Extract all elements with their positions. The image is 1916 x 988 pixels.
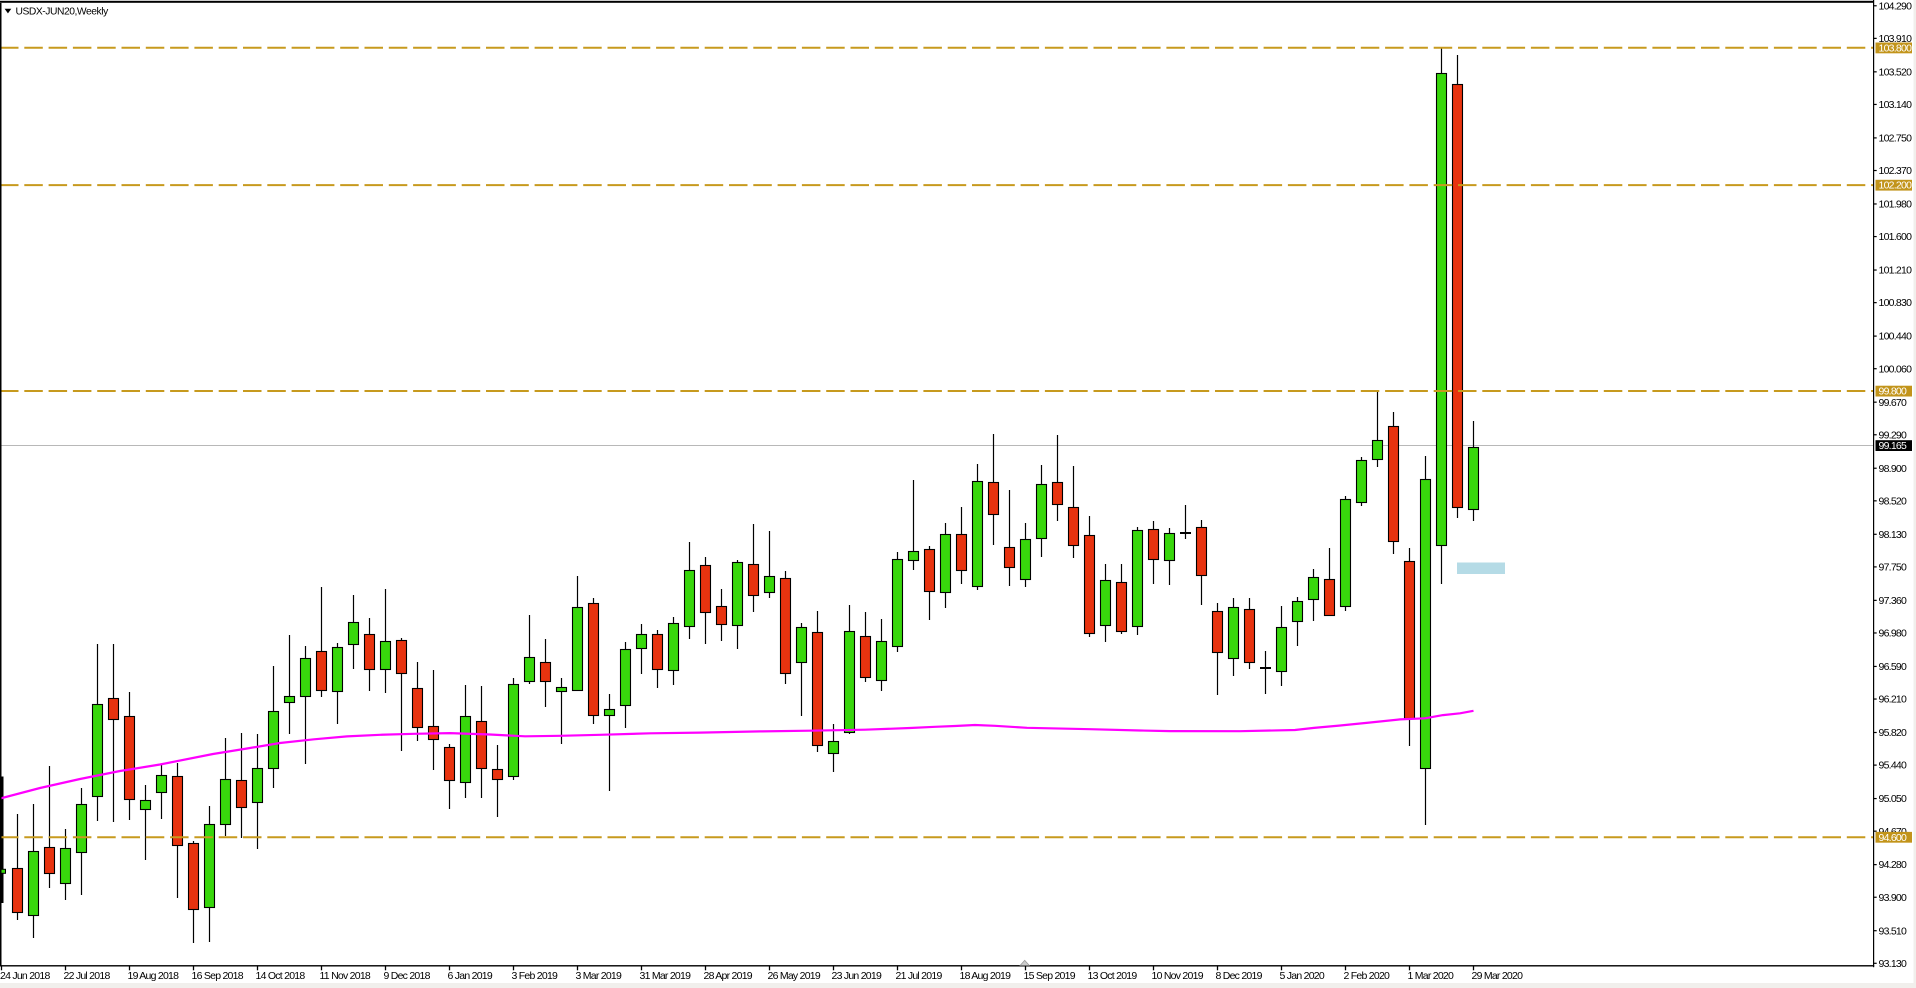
svg-text:104.290: 104.290 [1879,0,1913,12]
svg-text:95.050: 95.050 [1879,793,1908,805]
svg-text:102.750: 102.750 [1879,133,1913,145]
svg-text:99.290: 99.290 [1879,429,1908,441]
svg-text:97.360: 97.360 [1879,595,1908,607]
svg-text:93.130: 93.130 [1879,958,1908,970]
svg-text:5 Jan 2020: 5 Jan 2020 [1280,970,1325,982]
svg-text:31 Mar 2019: 31 Mar 2019 [640,970,692,982]
svg-text:1 Mar 2020: 1 Mar 2020 [1408,970,1455,982]
svg-text:99.670: 99.670 [1879,397,1908,409]
svg-text:19 Aug 2018: 19 Aug 2018 [128,970,180,982]
svg-text:94.600: 94.600 [1879,832,1908,844]
svg-text:101.600: 101.600 [1879,231,1913,243]
svg-text:3 Feb 2019: 3 Feb 2019 [512,970,559,982]
svg-text:102.200: 102.200 [1879,180,1913,192]
svg-text:28 Apr 2019: 28 Apr 2019 [704,970,753,982]
svg-text:21 Jul 2019: 21 Jul 2019 [896,970,943,982]
svg-text:8 Dec 2019: 8 Dec 2019 [1216,970,1263,982]
svg-text:15 Sep 2019: 15 Sep 2019 [1024,970,1076,982]
svg-text:93.900: 93.900 [1879,892,1908,904]
svg-text:14 Oct 2018: 14 Oct 2018 [256,970,306,982]
svg-text:3 Mar 2019: 3 Mar 2019 [576,970,623,982]
svg-text:99.800: 99.800 [1879,386,1908,398]
svg-text:103.140: 103.140 [1879,99,1913,111]
svg-text:10 Nov 2019: 10 Nov 2019 [1152,970,1204,982]
svg-text:11 Nov 2018: 11 Nov 2018 [320,970,371,982]
svg-text:24 Jun 2018: 24 Jun 2018 [0,970,50,982]
svg-text:16 Sep 2018: 16 Sep 2018 [192,970,244,982]
svg-text:100.060: 100.060 [1879,363,1913,375]
svg-text:23 Jun 2019: 23 Jun 2019 [832,970,882,982]
svg-text:102.370: 102.370 [1879,165,1913,177]
svg-text:98.520: 98.520 [1879,495,1908,507]
svg-text:96.590: 96.590 [1879,661,1908,673]
svg-text:22 Jul 2018: 22 Jul 2018 [64,970,111,982]
svg-text:95.820: 95.820 [1879,727,1908,739]
svg-text:103.910: 103.910 [1879,33,1913,45]
svg-text:93.510: 93.510 [1879,925,1908,937]
svg-text:18 Aug 2019: 18 Aug 2019 [960,970,1012,982]
svg-text:100.440: 100.440 [1879,331,1913,343]
svg-text:9 Dec 2018: 9 Dec 2018 [384,970,431,982]
svg-text:13 Oct 2019: 13 Oct 2019 [1088,970,1138,982]
svg-text:29 Mar 2020: 29 Mar 2020 [1472,970,1524,982]
svg-text:USDX-JUN20,Weekly: USDX-JUN20,Weekly [16,6,110,17]
svg-text:101.980: 101.980 [1879,199,1913,211]
svg-text:97.750: 97.750 [1879,562,1908,574]
svg-text:103.520: 103.520 [1879,66,1913,78]
svg-text:26 May 2019: 26 May 2019 [768,970,821,982]
svg-text:101.210: 101.210 [1879,265,1913,277]
svg-text:99.165: 99.165 [1879,440,1908,452]
svg-text:95.440: 95.440 [1879,760,1908,772]
svg-text:98.130: 98.130 [1879,529,1908,541]
svg-text:96.980: 96.980 [1879,628,1908,640]
svg-text:94.280: 94.280 [1879,859,1908,871]
svg-text:2 Feb 2020: 2 Feb 2020 [1344,970,1391,982]
svg-text:6 Jan 2019: 6 Jan 2019 [448,970,493,982]
svg-text:100.830: 100.830 [1879,297,1913,309]
svg-text:98.900: 98.900 [1879,463,1908,475]
svg-text:96.210: 96.210 [1879,694,1908,706]
svg-text:103.800: 103.800 [1879,42,1913,54]
